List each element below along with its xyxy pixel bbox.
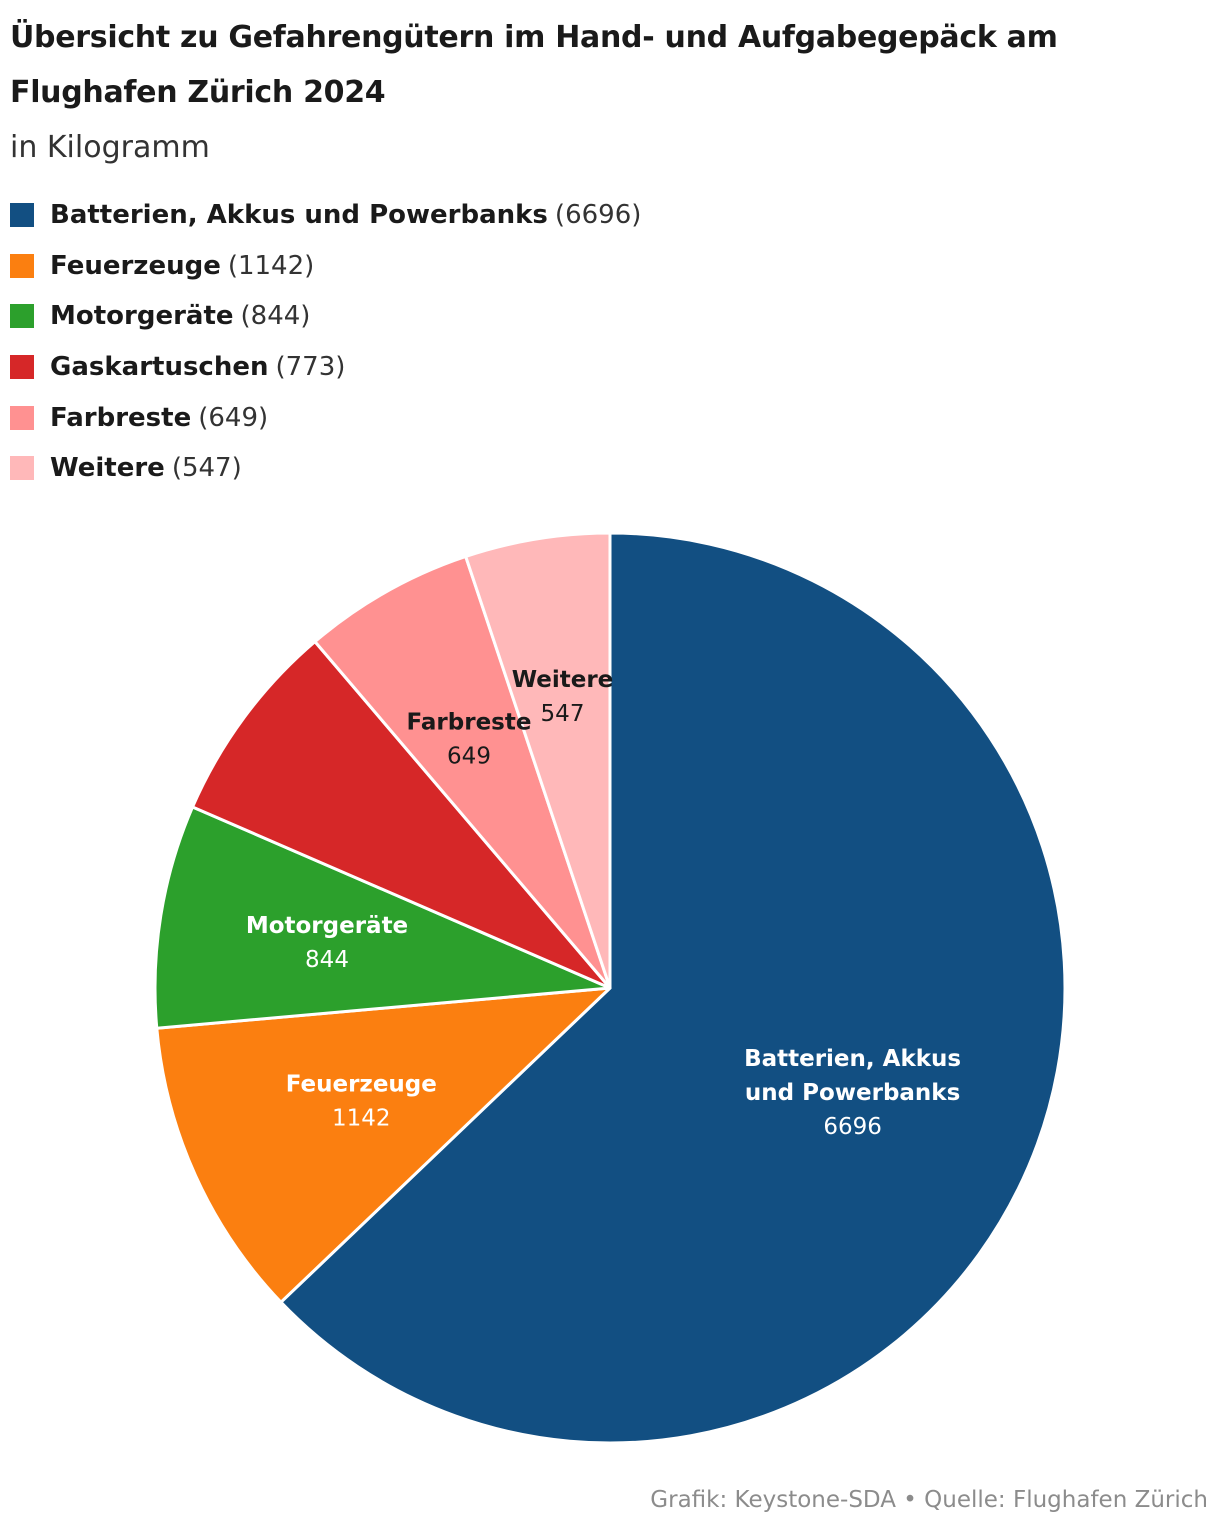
legend-label-weitere: Weitere — [50, 453, 165, 484]
legend-item-feuerzeuge: Feuerzeuge (1142) — [10, 241, 641, 292]
legend-label-feuerzeuge: Feuerzeuge — [50, 250, 221, 281]
pie-slice-farbreste — [313, 554, 612, 990]
slice-label-feuerzeuge: Feuerzeuge — [286, 1072, 437, 1098]
legend-label-gaskartuschen: Gaskartuschen — [50, 352, 269, 383]
legend-swatch-motorgeraete — [10, 304, 34, 329]
pie-slice-gaskartuschen — [191, 640, 612, 990]
slice-value-farbreste: 649 — [447, 743, 491, 769]
legend-value-motorgeraete: (844) — [240, 301, 311, 332]
pie-slice-batterien-akkus-und-powerbanks — [279, 531, 1067, 1445]
pie-slice-labels: Batterien, Akkus und Powerbanks 6696 Feuerz… — [246, 667, 961, 1140]
slice-label-farbreste: Farbreste — [407, 709, 532, 735]
legend-item-batterien: Batterien, Akkus und Powerbanks (6696) — [10, 190, 641, 241]
legend-value-feuerzeuge: (1142) — [227, 250, 315, 281]
legend-swatch-farbreste — [10, 405, 34, 430]
legend-swatch-feuerzeuge — [10, 253, 34, 278]
legend: Batterien, Akkus und Powerbanks (6696) F… — [10, 190, 641, 494]
source-credit: Grafik: Keystone-SDA • Quelle: Flughafen… — [650, 1487, 1208, 1513]
legend-label-batterien: Batterien, Akkus und Powerbanks — [50, 200, 548, 231]
pie-slice-weitere — [464, 531, 612, 990]
legend-swatch-weitere — [10, 456, 34, 481]
slice-value-batterien-akkus-und-powerbanks: 6696 — [823, 1114, 882, 1140]
slice-label-batterien-akkus-und-powerbanks-1: Batterien, Akkus — [744, 1046, 961, 1072]
legend-value-weitere: (547) — [171, 453, 242, 484]
legend-item-farbreste: Farbreste (649) — [10, 392, 641, 443]
slice-value-weitere: 547 — [541, 701, 585, 727]
slice-label-motorgeraete: Motorgeräte — [246, 913, 408, 939]
legend-swatch-batterien — [10, 203, 34, 228]
legend-swatch-gaskartuschen — [10, 355, 34, 380]
legend-label-farbreste: Farbreste — [50, 402, 192, 433]
legend-item-motorgeraete: Motorgeräte (844) — [10, 291, 641, 342]
legend-value-farbreste: (649) — [198, 402, 269, 433]
chart-subtitle: in Kilogramm — [10, 130, 210, 165]
pie-slice-feuerzeuge — [155, 986, 612, 1304]
legend-value-gaskartuschen: (773) — [275, 352, 346, 383]
legend-value-batterien: (6696) — [554, 200, 642, 231]
legend-item-gaskartuschen: Gaskartuschen (773) — [10, 342, 641, 393]
legend-label-motorgeraete: Motorgeräte — [50, 301, 234, 332]
pie-slice-motorgeraete — [153, 805, 612, 1030]
slice-label-weitere: Weitere — [512, 667, 614, 693]
legend-item-weitere: Weitere (547) — [10, 443, 641, 494]
slice-value-feuerzeuge: 1142 — [332, 1106, 391, 1132]
chart-title: Übersicht zu Gefahrengütern im Hand- und… — [10, 20, 1058, 110]
pie-slices — [153, 531, 1067, 1445]
slice-label-batterien-akkus-und-powerbanks-2: und Powerbanks — [745, 1080, 960, 1106]
slice-value-motorgeraete: 844 — [305, 947, 349, 973]
